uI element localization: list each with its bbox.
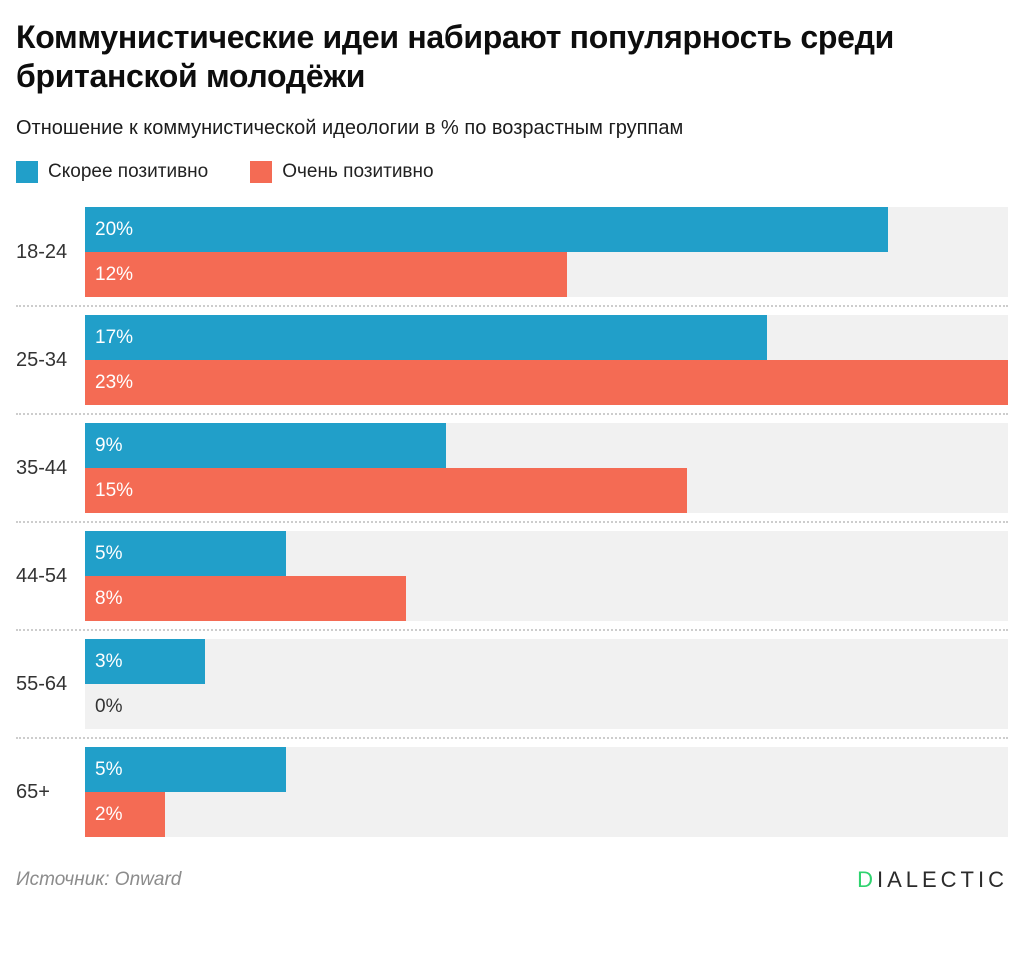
category-label: 55-64 bbox=[16, 672, 68, 695]
chart: 18-24 20% 12% 25-34 17% 23% 35-44 9% 15% 44-54 5% 8… bbox=[16, 207, 1008, 838]
bar-value-label: 8% bbox=[95, 587, 123, 609]
category-label: 65+ bbox=[16, 780, 50, 803]
legend-label: Скорее позитивно bbox=[48, 161, 209, 183]
bar-value-label: 0% bbox=[95, 695, 123, 717]
chart-row: 35-44 9% 15% bbox=[16, 423, 1008, 514]
bar bbox=[85, 252, 567, 298]
bar-track: 9% bbox=[85, 423, 1008, 469]
chart-title: Коммунистические идеи набирают популярно… bbox=[16, 18, 1008, 96]
bar-track: 12% bbox=[85, 252, 1008, 298]
bar bbox=[85, 576, 407, 622]
bar-value-label: 5% bbox=[95, 758, 123, 780]
row-divider bbox=[16, 629, 1008, 632]
legend-swatch-coral-icon bbox=[250, 161, 273, 184]
bar-track: 5% bbox=[85, 531, 1008, 577]
bar bbox=[85, 792, 166, 838]
bar-track: 20% bbox=[85, 207, 1008, 253]
dialectic-logo: DIALECTIC bbox=[857, 867, 1008, 893]
category-label: 25-34 bbox=[16, 348, 68, 371]
page: Коммунистические идеи набирают популярно… bbox=[0, 18, 1024, 184]
bar-value-label: 12% bbox=[95, 263, 134, 285]
legend-label: Очень позитивно bbox=[282, 161, 434, 183]
bar-group: 5% 2% bbox=[85, 747, 1008, 838]
bar-track: 17% bbox=[85, 315, 1008, 361]
logo-rest: IALECTIC bbox=[876, 867, 1008, 893]
bar-track: 5% bbox=[85, 747, 1008, 793]
source-note: Источник: Onward bbox=[16, 869, 182, 891]
bar-group: 20% 12% bbox=[85, 207, 1008, 298]
bar-group: 3% 0% bbox=[85, 639, 1008, 730]
chart-title-line2: британской молодёжи bbox=[16, 58, 366, 95]
logo-first-letter: D bbox=[857, 867, 877, 893]
bar-track: 23% bbox=[85, 360, 1008, 406]
bar-value-label: 9% bbox=[95, 434, 123, 456]
bar-track: 0% bbox=[85, 684, 1008, 729]
bar-value-label: 2% bbox=[95, 803, 123, 825]
chart-row: 18-24 20% 12% bbox=[16, 207, 1008, 298]
legend-item-very-positive: Очень позитивно bbox=[250, 161, 434, 184]
chart-subtitle: Отношение к коммунистической идеологии в… bbox=[16, 117, 684, 140]
bar-track: 3% bbox=[85, 639, 1008, 685]
bar bbox=[85, 639, 206, 685]
bar-value-label: 17% bbox=[95, 326, 134, 348]
bar-value-label: 3% bbox=[95, 650, 123, 672]
bar-group: 9% 15% bbox=[85, 423, 1008, 514]
bar-track: 8% bbox=[85, 576, 1008, 622]
category-label: 35-44 bbox=[16, 456, 68, 479]
bar bbox=[85, 360, 1008, 406]
legend-item-mostly-positive: Скорее позитивно bbox=[16, 161, 209, 184]
chart-row: 44-54 5% 8% bbox=[16, 531, 1008, 622]
row-divider bbox=[16, 521, 1008, 524]
legend-swatch-blue-icon bbox=[16, 161, 38, 184]
bar bbox=[85, 531, 286, 577]
row-divider bbox=[16, 737, 1008, 740]
bar-track: 15% bbox=[85, 468, 1008, 514]
chart-row: 25-34 17% 23% bbox=[16, 315, 1008, 406]
bar-value-label: 20% bbox=[95, 218, 134, 240]
footer: Источник: Onward DIALECTIC bbox=[16, 867, 1008, 893]
bar bbox=[85, 315, 768, 361]
chart-row: 65+ 5% 2% bbox=[16, 747, 1008, 838]
row-divider bbox=[16, 305, 1008, 308]
chart-row: 55-64 3% 0% bbox=[16, 639, 1008, 730]
bar-group: 17% 23% bbox=[85, 315, 1008, 406]
bar bbox=[85, 747, 286, 793]
bar bbox=[85, 207, 888, 253]
category-label: 44-54 bbox=[16, 564, 68, 587]
bar-value-label: 15% bbox=[95, 479, 134, 501]
bar-value-label: 5% bbox=[95, 542, 123, 564]
bar bbox=[85, 468, 687, 514]
category-label: 18-24 bbox=[16, 240, 68, 263]
bar bbox=[85, 423, 447, 469]
bar-value-label: 23% bbox=[95, 371, 134, 393]
legend: Скорее позитивно Очень позитивно bbox=[16, 161, 1008, 184]
bar-group: 5% 8% bbox=[85, 531, 1008, 622]
row-divider bbox=[16, 413, 1008, 416]
chart-title-line1: Коммунистические идеи набирают популярно… bbox=[16, 19, 895, 55]
bar-track: 2% bbox=[85, 792, 1008, 838]
